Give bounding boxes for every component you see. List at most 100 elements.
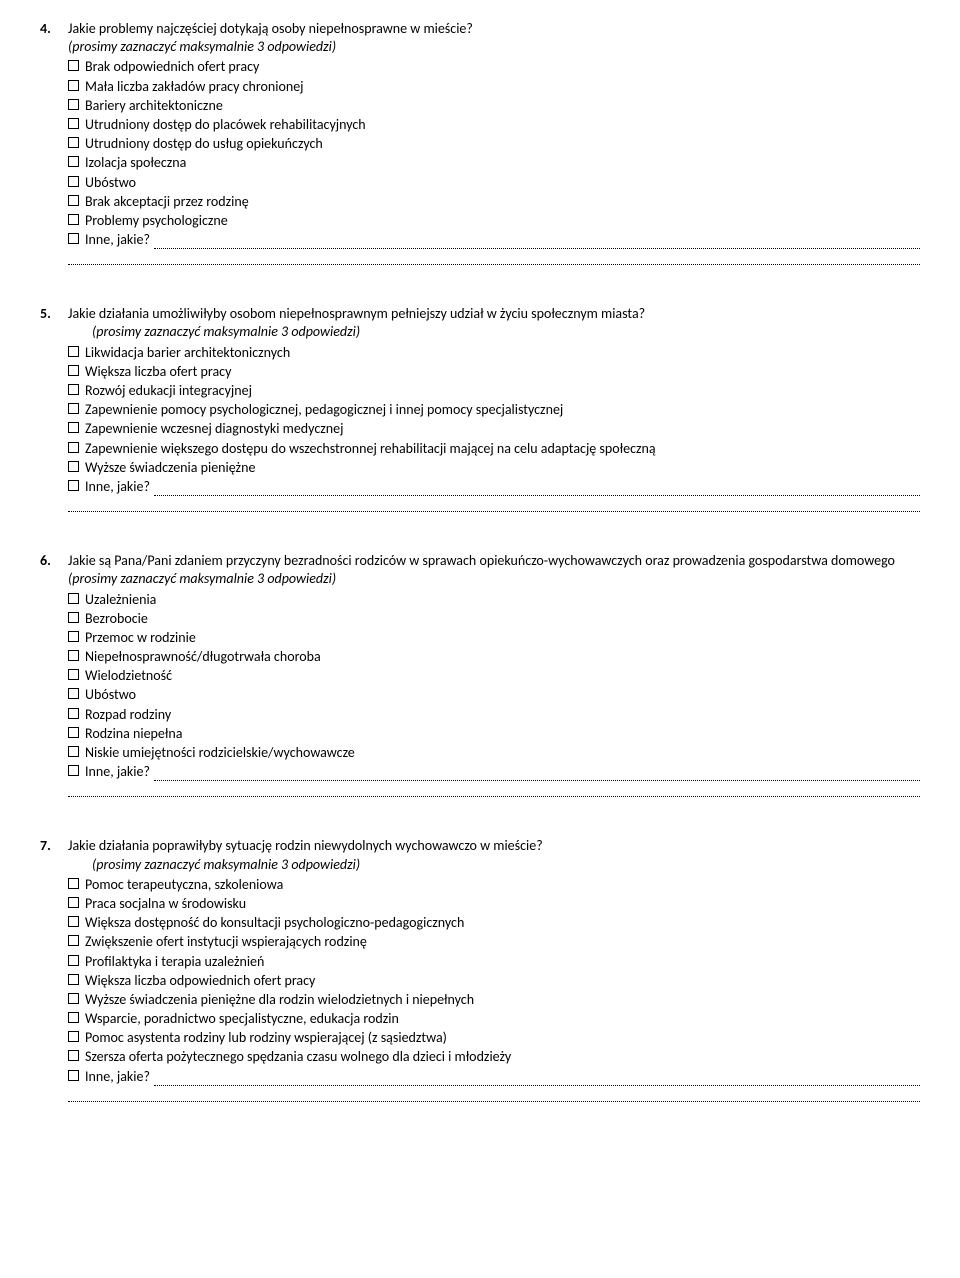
checkbox-icon[interactable] [68, 99, 79, 110]
question-row: 5.Jakie działania umożliwiłyby osobom ni… [40, 305, 920, 512]
checkbox-icon[interactable] [68, 650, 79, 661]
option-other-label: Inne, jakie? [85, 763, 150, 781]
option-row: Wyższe świadczenia pieniężne dla rodzin … [68, 991, 920, 1009]
checkbox-icon[interactable] [68, 365, 79, 376]
question-row: 6.Jakie są Pana/Pani zdaniem przyczyny b… [40, 552, 920, 797]
option-row: Utrudniony dostęp do placówek rehabilita… [68, 116, 920, 134]
checkbox-icon[interactable] [68, 746, 79, 757]
fill-in-line[interactable] [154, 769, 920, 781]
checkbox-icon[interactable] [68, 688, 79, 699]
checkbox-icon[interactable] [68, 916, 79, 927]
checkbox-icon[interactable] [68, 897, 79, 908]
checkbox-icon[interactable] [68, 708, 79, 719]
question-text-line: Jakie działania umożliwiłyby osobom niep… [68, 305, 920, 323]
fill-in-line[interactable] [68, 783, 920, 797]
question-number: 7. [40, 837, 68, 855]
checkbox-icon[interactable] [68, 765, 79, 776]
checkbox-icon[interactable] [68, 1031, 79, 1042]
fill-in-line[interactable] [154, 237, 920, 249]
option-row: Ubóstwo [68, 174, 920, 192]
checkbox-icon[interactable] [68, 156, 79, 167]
checkbox-icon[interactable] [68, 137, 79, 148]
fill-in-line[interactable] [68, 251, 920, 265]
question-text-line: Jakie działania poprawiłyby sytuację rod… [68, 837, 920, 855]
option-row-other: Inne, jakie? [68, 478, 920, 496]
question-block: 6.Jakie są Pana/Pani zdaniem przyczyny b… [40, 552, 920, 797]
checkbox-icon[interactable] [68, 442, 79, 453]
checkbox-icon[interactable] [68, 60, 79, 71]
checkbox-icon[interactable] [68, 403, 79, 414]
option-label: Praca socjalna w środowisku [85, 895, 920, 913]
options-list: Likwidacja barier architektonicznychWięk… [68, 344, 920, 513]
option-other-wrap: Inne, jakie? [85, 478, 920, 496]
fill-in-line[interactable] [154, 1074, 920, 1086]
question-sub-inline: (prosimy zaznaczyć maksymalnie 3 odpowie… [68, 570, 336, 587]
checkbox-icon[interactable] [68, 878, 79, 889]
option-row: Bariery architektoniczne [68, 97, 920, 115]
option-other-wrap: Inne, jakie? [85, 1068, 920, 1086]
option-row: Niskie umiejętności rodzicielskie/wychow… [68, 744, 920, 762]
option-label: Zapewnienie większego dostępu do wszechs… [85, 440, 920, 458]
question-text: Jakie problemy najczęściej dotykają osob… [68, 20, 473, 37]
option-label: Większa liczba ofert pracy [85, 363, 920, 381]
option-row: Ubóstwo [68, 686, 920, 704]
checkbox-icon[interactable] [68, 480, 79, 491]
checkbox-icon[interactable] [68, 974, 79, 985]
question-number: 6. [40, 552, 68, 570]
checkbox-icon[interactable] [68, 612, 79, 623]
option-row: Rozwój edukacji integracyjnej [68, 382, 920, 400]
question-sub: (prosimy zaznaczyć maksymalnie 3 odpowie… [68, 38, 920, 56]
fill-in-line[interactable] [68, 1088, 920, 1102]
option-row: Pomoc terapeutyczna, szkoleniowa [68, 876, 920, 894]
checkbox-icon[interactable] [68, 422, 79, 433]
option-label: Zwiększenie ofert instytucji wspierający… [85, 933, 920, 951]
checkbox-icon[interactable] [68, 1012, 79, 1023]
fill-in-line[interactable] [154, 484, 920, 496]
question-block: 4.Jakie problemy najczęściej dotykają os… [40, 20, 920, 265]
option-other-label: Inne, jakie? [85, 231, 150, 249]
question-content: Jakie działania umożliwiłyby osobom niep… [68, 305, 920, 512]
option-row: Zapewnienie większego dostępu do wszechs… [68, 440, 920, 458]
option-label: Większa liczba odpowiednich ofert pracy [85, 972, 920, 990]
option-label: Brak akceptacji przez rodzinę [85, 193, 920, 211]
option-row: Niepełnosprawność/długotrwała choroba [68, 648, 920, 666]
checkbox-icon[interactable] [68, 80, 79, 91]
option-row: Praca socjalna w środowisku [68, 895, 920, 913]
checkbox-icon[interactable] [68, 233, 79, 244]
option-label: Uzależnienia [85, 591, 920, 609]
checkbox-icon[interactable] [68, 176, 79, 187]
checkbox-icon[interactable] [68, 955, 79, 966]
checkbox-icon[interactable] [68, 669, 79, 680]
option-row: Profilaktyka i terapia uzależnień [68, 953, 920, 971]
checkbox-icon[interactable] [68, 1070, 79, 1081]
option-label: Wsparcie, poradnictwo specjalistyczne, e… [85, 1010, 920, 1028]
option-row: Bezrobocie [68, 610, 920, 628]
question-content: Jakie działania poprawiłyby sytuację rod… [68, 837, 920, 1101]
option-row: Brak odpowiednich ofert pracy [68, 58, 920, 76]
options-list: Pomoc terapeutyczna, szkoleniowaPraca so… [68, 876, 920, 1102]
option-label: Izolacja społeczna [85, 154, 920, 172]
checkbox-icon[interactable] [68, 593, 79, 604]
option-label: Profilaktyka i terapia uzależnień [85, 953, 920, 971]
checkbox-icon[interactable] [68, 1050, 79, 1061]
fill-in-line[interactable] [68, 498, 920, 512]
checkbox-icon[interactable] [68, 727, 79, 738]
option-label: Problemy psychologiczne [85, 212, 920, 230]
option-label: Wyższe świadczenia pieniężne dla rodzin … [85, 991, 920, 1009]
option-label: Wyższe świadczenia pieniężne [85, 459, 920, 477]
option-label: Zapewnienie wczesnej diagnostyki medyczn… [85, 420, 920, 438]
option-label: Utrudniony dostęp do usług opiekuńczych [85, 135, 920, 153]
checkbox-icon[interactable] [68, 384, 79, 395]
checkbox-icon[interactable] [68, 214, 79, 225]
option-row: Likwidacja barier architektonicznych [68, 344, 920, 362]
checkbox-icon[interactable] [68, 935, 79, 946]
checkbox-icon[interactable] [68, 346, 79, 357]
checkbox-icon[interactable] [68, 118, 79, 129]
checkbox-icon[interactable] [68, 631, 79, 642]
checkbox-icon[interactable] [68, 461, 79, 472]
question-content: Jakie są Pana/Pani zdaniem przyczyny bez… [68, 552, 920, 797]
checkbox-icon[interactable] [68, 195, 79, 206]
option-other-label: Inne, jakie? [85, 1068, 150, 1086]
checkbox-icon[interactable] [68, 993, 79, 1004]
option-row: Izolacja społeczna [68, 154, 920, 172]
